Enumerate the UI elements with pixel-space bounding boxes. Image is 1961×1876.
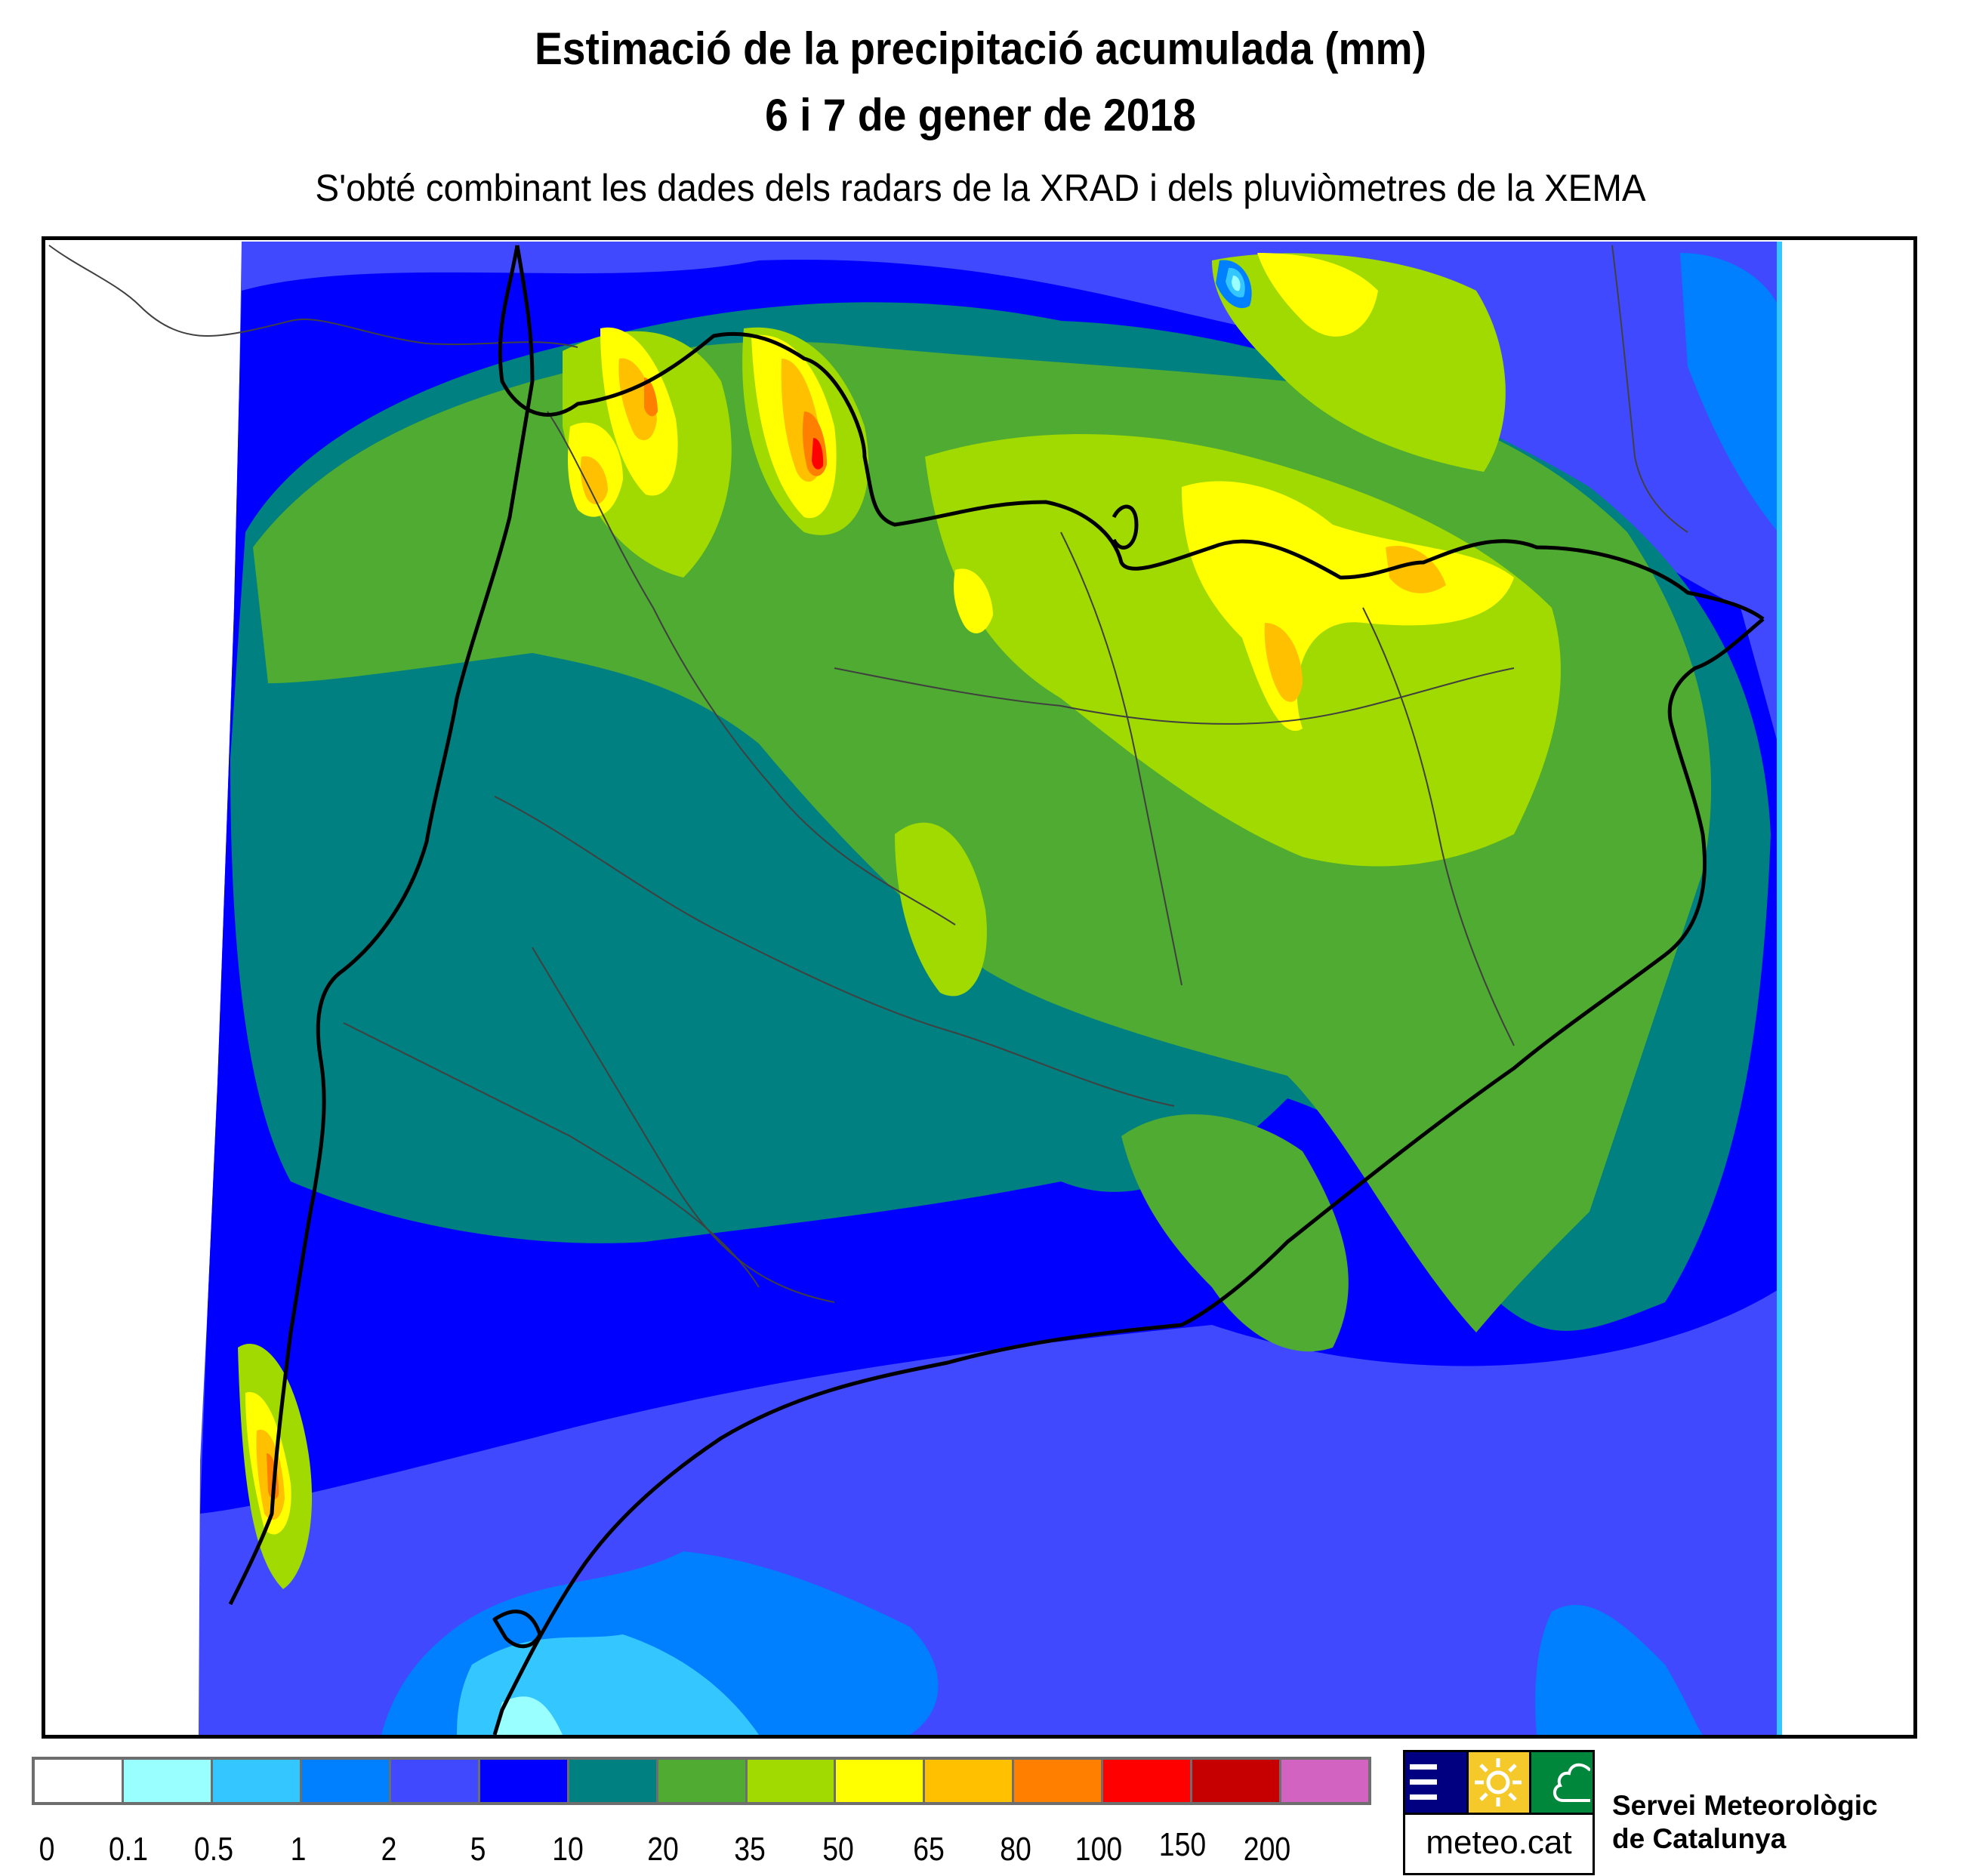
legend-label: 1 — [290, 1831, 307, 1868]
cloud-icon — [1531, 1752, 1593, 1813]
legend-swatch — [836, 1760, 923, 1802]
map-title: Estimació de la precipitació acumulada (… — [534, 23, 1427, 74]
legend-label: 0 — [39, 1831, 55, 1868]
legend-swatch — [1014, 1760, 1102, 1802]
map-subtitle: S'obté combinant les dades dels radars d… — [315, 167, 1646, 209]
legend-label: 10 — [552, 1831, 584, 1868]
site-name: meteo.cat — [1426, 1824, 1572, 1861]
legend-label: 0.5 — [194, 1831, 233, 1868]
color-scale-legend — [32, 1757, 1371, 1805]
sun-icon — [1468, 1752, 1532, 1813]
legend-swatch — [212, 1760, 300, 1802]
precipitation-map — [42, 236, 1917, 1739]
legend-swatch — [1192, 1760, 1280, 1802]
legend-label: 0.1 — [109, 1831, 148, 1868]
org-line-1: Servei Meteorològic — [1612, 1790, 1878, 1821]
legend-swatch — [35, 1760, 122, 1802]
legend-swatch — [479, 1760, 567, 1802]
legend-label: 50 — [822, 1831, 854, 1868]
legend-swatch — [658, 1760, 745, 1802]
legend-swatch — [925, 1760, 1013, 1802]
organization-name: Servei Meteorològic de Catalunya — [1612, 1789, 1878, 1856]
legend-label: 200 — [1243, 1831, 1291, 1868]
legend-label: 5 — [470, 1831, 486, 1868]
legend-label: 150 — [1158, 1826, 1207, 1863]
legend-swatch — [301, 1760, 389, 1802]
legend-swatch — [1281, 1760, 1369, 1802]
legend-label: 35 — [734, 1831, 766, 1868]
waves-icon — [1405, 1752, 1469, 1813]
legend-label: 20 — [647, 1831, 679, 1868]
legend-label: 80 — [1000, 1831, 1031, 1868]
meteocat-logo: meteo.cat — [1403, 1750, 1595, 1875]
legend-labels: 0 0.1 0.5 1 2 5 10 20 35 50 65 80 100 15… — [0, 1826, 1397, 1876]
legend-swatch — [747, 1760, 834, 1802]
legend-label: 65 — [913, 1831, 945, 1868]
legend-label: 100 — [1075, 1831, 1123, 1868]
org-line-2: de Catalunya — [1612, 1823, 1787, 1854]
legend-swatch — [123, 1760, 211, 1802]
legend-label: 2 — [381, 1831, 397, 1868]
legend-swatch — [390, 1760, 478, 1802]
legend-swatch — [1103, 1760, 1191, 1802]
map-date: 6 i 7 de gener de 2018 — [765, 90, 1196, 140]
precipitation-contours — [48, 242, 1782, 1735]
legend-swatch — [569, 1760, 656, 1802]
